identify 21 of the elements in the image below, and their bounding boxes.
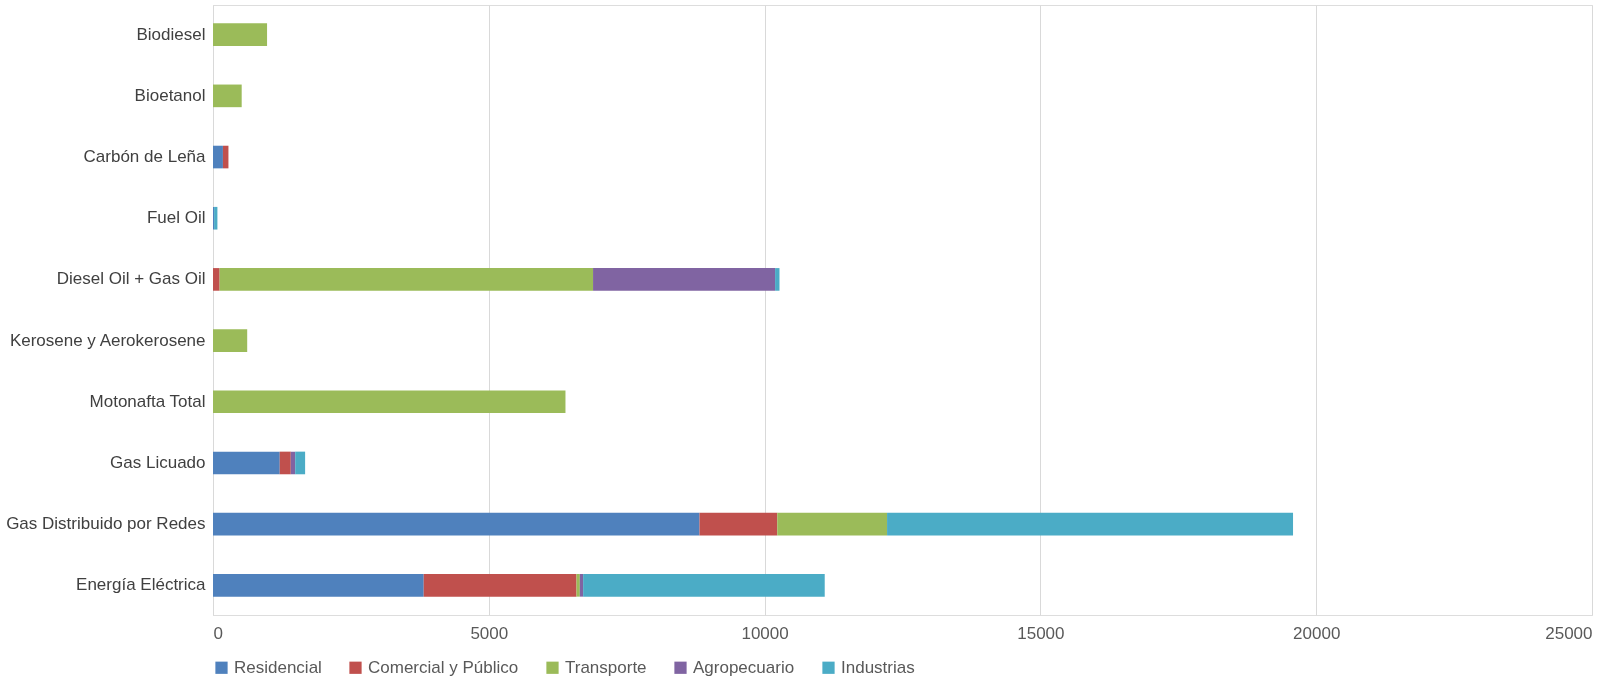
x-tick-label: 25000 <box>1545 623 1593 643</box>
y-tick-label: Motonafta Total <box>89 391 206 411</box>
y-tick-label: Energía Eléctrica <box>76 575 207 595</box>
legend-label: Transporte <box>565 657 647 677</box>
y-tick-label: Diesel Oil + Gas Oil <box>56 269 206 289</box>
y-tick-label: Carbón de Leña <box>83 147 207 167</box>
x-tick-label: 5000 <box>470 623 509 643</box>
y-tick-label: Fuel Oil <box>146 208 206 228</box>
y-tick-label: Gas Licuado <box>110 452 206 472</box>
legend-label: Agropecuario <box>693 657 795 677</box>
x-tick-label: 10000 <box>741 623 789 643</box>
y-tick-label: Gas Distribuido por Redes <box>6 514 206 534</box>
legend-label: Comercial y Público <box>368 657 519 677</box>
y-tick-label: Biodiesel <box>136 24 206 44</box>
x-tick-label: 15000 <box>1017 623 1065 643</box>
legend-label: Industrias <box>841 657 915 677</box>
x-tick-label: 0 <box>213 623 223 643</box>
y-tick-label: Kerosene y Aerokerosene <box>9 330 206 350</box>
y-tick-label: Bioetanol <box>134 85 206 105</box>
x-tick-label: 20000 <box>1293 623 1341 643</box>
legend-label: Residencial <box>234 657 322 677</box>
